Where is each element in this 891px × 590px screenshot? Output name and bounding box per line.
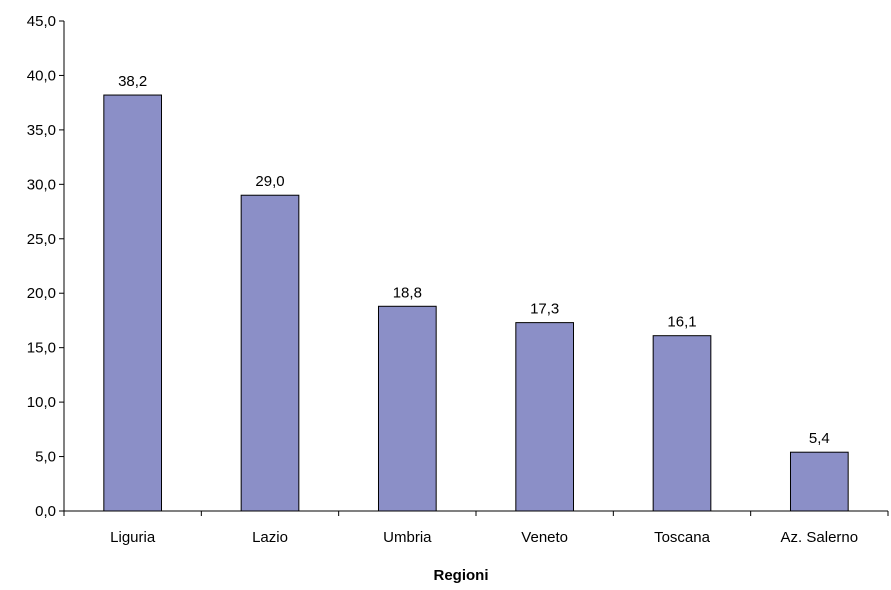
x-category-label: Az. Salerno	[781, 529, 859, 546]
data-label: 17,3	[530, 301, 559, 318]
x-category-label: Lazio	[252, 529, 288, 546]
y-axis: 0,0 5,0 10,0 15,0 20,0 25,0 30,0 35,0 40,0 45,0	[27, 13, 65, 520]
y-tick-label: 30,0	[27, 176, 56, 193]
bar-umbria	[377, 305, 437, 512]
y-tick-label: 40,0	[27, 67, 56, 84]
y-tick-label: 35,0	[27, 122, 56, 139]
bar-veneto	[515, 322, 575, 512]
y-tick-label: 0,0	[35, 503, 56, 520]
data-labels: 38,2 29,0 18,8 17,3 16,1 5,4	[118, 73, 830, 447]
data-label: 38,2	[118, 73, 147, 90]
bar-az-salerno	[789, 451, 849, 512]
x-category-label: Toscana	[654, 529, 711, 546]
x-category-label: Liguria	[110, 529, 156, 546]
x-category-label: Umbria	[383, 529, 432, 546]
x-category-label: Veneto	[521, 529, 568, 546]
y-tick-label: 25,0	[27, 231, 56, 248]
y-tick-label: 15,0	[27, 340, 56, 357]
y-tick-label: 5,0	[35, 449, 56, 466]
data-label: 16,1	[667, 314, 696, 331]
data-label: 5,4	[809, 430, 830, 447]
x-axis: Liguria Lazio Umbria Veneto Toscana Az. Saler…	[63, 510, 889, 546]
y-tick-label: 45,0	[27, 13, 56, 30]
y-tick-label: 10,0	[27, 394, 56, 411]
bar-toscana	[652, 335, 712, 512]
bar-lazio	[240, 194, 300, 512]
bar-liguria	[103, 94, 163, 512]
data-label: 18,8	[393, 284, 422, 301]
data-label: 29,0	[255, 173, 284, 190]
bars	[103, 94, 849, 512]
y-tick-label: 20,0	[27, 285, 56, 302]
x-axis-title: Regioni	[434, 567, 489, 584]
